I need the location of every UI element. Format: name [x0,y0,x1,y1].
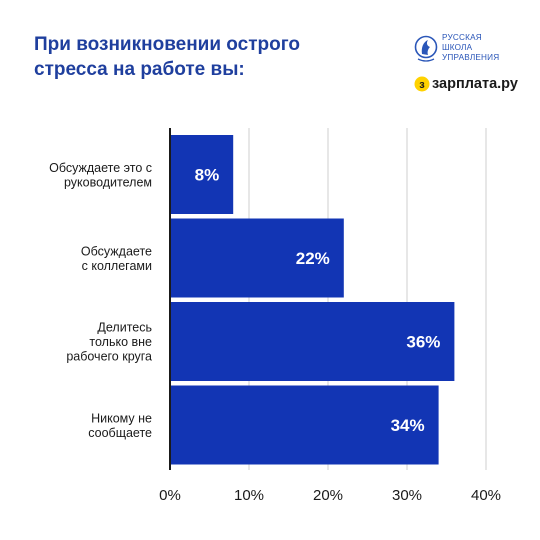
bar-3 [170,385,439,465]
svg-text:з: з [419,79,425,91]
x-tick-label-20: 20% [313,487,343,504]
rsu-logo-text: РУССКАЯ ШКОЛА УПРАВЛЕНИЯ [442,33,499,63]
category-label-2-line-2: рабочего круга [66,350,152,364]
zarplata-logo-text: зарплата.ру [432,76,518,92]
rsu-logo: РУССКАЯ ШКОЛА УПРАВЛЕНИЯ [414,32,534,68]
category-label-2: Делитесь только вне рабочего круга [66,321,152,364]
rsu-line-3: УПРАВЛЕНИЯ [442,53,500,62]
bar-value-label-1: 22% [296,249,330,268]
category-label-3: Никому не сообщаете [88,411,152,440]
category-label-3-line-0: Никому не [91,411,152,425]
category-label-1-line-1: с коллегами [82,259,152,273]
zarplata-dot-icon: з [414,76,430,92]
category-label-0-line-1: руководителем [64,175,152,189]
category-label-2-line-1: только вне [89,335,152,349]
chart-title: При возникновении острого стресса на раб… [34,32,334,82]
rsu-emblem-icon [414,35,438,62]
rsu-line-2: ШКОЛА [442,43,473,52]
category-label-2-line-0: Делитесь [97,321,152,335]
category-label-3-line-1: сообщаете [88,426,152,440]
category-label-1-line-0: Обсуждаете [81,244,152,258]
bar-value-label-3: 34% [391,416,425,435]
title-line-1: При возникновении острого [34,34,301,55]
title-line-2: стресса на работе вы: [34,59,245,80]
category-label-0: Обсуждаете это с руководителем [49,161,152,190]
zarplata-logo: з зарплата.ру [414,74,518,94]
x-tick-label-0: 0% [159,487,181,504]
bar-value-label-2: 36% [406,333,440,352]
x-tick-label-40: 40% [471,487,501,504]
category-label-0-line-0: Обсуждаете это с [49,161,152,175]
category-label-1: Обсуждаете с коллегами [81,244,152,273]
bar-1 [170,218,344,298]
x-tick-label-30: 30% [392,487,422,504]
bar-0 [170,135,234,214]
rsu-line-1: РУССКАЯ [442,33,482,42]
bar-2 [170,302,455,381]
bar-value-label-0: 8% [195,166,220,185]
x-tick-label-10: 10% [234,487,264,504]
